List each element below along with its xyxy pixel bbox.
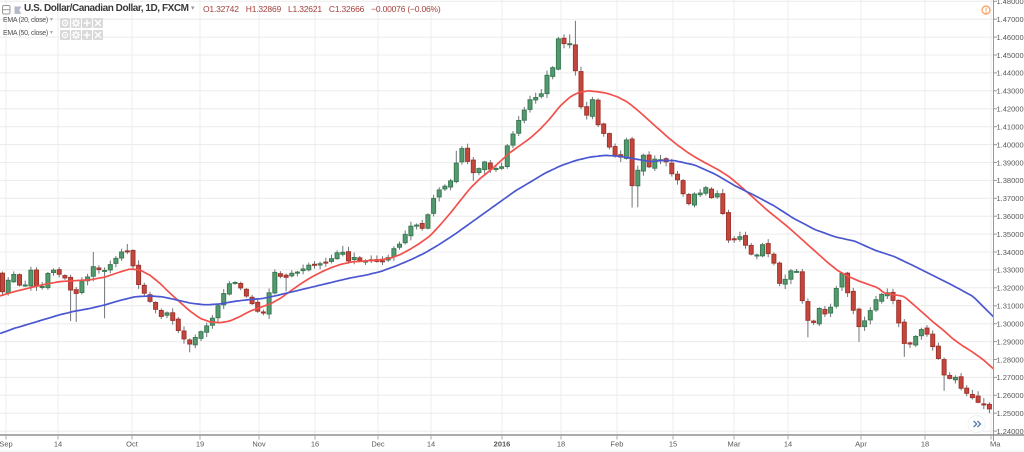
svg-text:Nov: Nov	[252, 440, 266, 449]
svg-text:!: !	[985, 8, 987, 15]
svg-text:1.33000: 1.33000	[997, 266, 1024, 275]
svg-text:1.40000: 1.40000	[997, 140, 1024, 149]
svg-text:16: 16	[311, 440, 319, 449]
svg-text:1.32000: 1.32000	[997, 284, 1024, 293]
svg-text:19: 19	[196, 440, 204, 449]
svg-text:1.26000: 1.26000	[997, 391, 1024, 400]
svg-text:1.24000: 1.24000	[997, 427, 1024, 436]
svg-text:1.28000: 1.28000	[997, 355, 1024, 364]
svg-text:1.42000: 1.42000	[997, 105, 1024, 114]
svg-text:1.37000: 1.37000	[997, 194, 1024, 203]
svg-text:Apr: Apr	[855, 440, 867, 449]
svg-text:14: 14	[427, 440, 435, 449]
svg-text:1.47000: 1.47000	[997, 15, 1024, 24]
svg-text:1.31000: 1.31000	[997, 302, 1024, 311]
svg-text:14: 14	[784, 440, 792, 449]
svg-text:1.25000: 1.25000	[997, 409, 1024, 418]
svg-text:1.35000: 1.35000	[997, 230, 1024, 239]
svg-text:1.30000: 1.30000	[997, 320, 1024, 329]
svg-text:Feb: Feb	[611, 440, 624, 449]
svg-text:1.43000: 1.43000	[997, 87, 1024, 96]
svg-text:2016: 2016	[494, 440, 511, 449]
svg-text:1.48000: 1.48000	[997, 0, 1024, 6]
svg-text:1.34000: 1.34000	[997, 248, 1024, 257]
svg-text:Oct: Oct	[126, 440, 139, 449]
svg-text:1.46000: 1.46000	[997, 33, 1024, 42]
svg-text:18: 18	[557, 440, 565, 449]
svg-text:15: 15	[669, 440, 677, 449]
svg-text:1.39000: 1.39000	[997, 158, 1024, 167]
svg-text:1.29000: 1.29000	[997, 337, 1024, 346]
svg-text:1.45000: 1.45000	[997, 51, 1024, 60]
svg-text:14: 14	[54, 440, 62, 449]
svg-text:1.27000: 1.27000	[997, 373, 1024, 382]
svg-text:Sep: Sep	[0, 440, 13, 449]
svg-text:18: 18	[921, 440, 929, 449]
svg-text:Mar: Mar	[728, 440, 741, 449]
svg-text:1.44000: 1.44000	[997, 69, 1024, 78]
svg-text:Dec: Dec	[371, 440, 385, 449]
svg-text:1.36000: 1.36000	[997, 212, 1024, 221]
svg-text:1.38000: 1.38000	[997, 176, 1024, 185]
svg-text:Ma: Ma	[990, 440, 1001, 449]
svg-text:1.41000: 1.41000	[997, 123, 1024, 132]
